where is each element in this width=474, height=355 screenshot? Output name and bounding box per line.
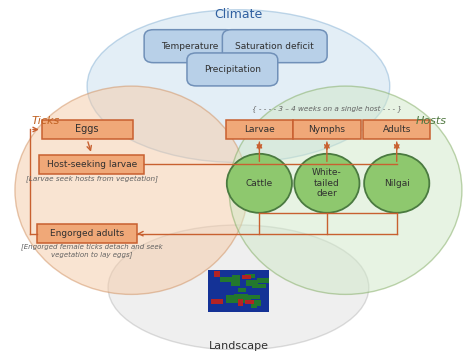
Text: [Engorged female ticks detach and seek
vegetation to lay eggs]: [Engorged female ticks detach and seek v…: [21, 244, 163, 258]
Text: Eggs: Eggs: [75, 125, 99, 135]
Text: Nymphs: Nymphs: [309, 125, 346, 134]
Text: White-
tailed
deer: White- tailed deer: [312, 168, 342, 198]
Ellipse shape: [229, 86, 462, 294]
Text: Adults: Adults: [383, 125, 411, 134]
Text: [Larvae seek hosts from vegetation]: [Larvae seek hosts from vegetation]: [26, 175, 158, 181]
FancyBboxPatch shape: [144, 30, 235, 63]
Text: Climate: Climate: [214, 9, 263, 21]
Ellipse shape: [227, 154, 292, 213]
Text: Hosts: Hosts: [416, 116, 447, 126]
FancyBboxPatch shape: [363, 120, 430, 139]
Text: Landscape: Landscape: [209, 342, 268, 351]
Text: { - - - - 3 – 4 weeks on a single host - - - }: { - - - - 3 – 4 weeks on a single host -…: [252, 105, 402, 112]
Ellipse shape: [108, 225, 369, 350]
Text: Nilgai: Nilgai: [384, 179, 410, 188]
FancyBboxPatch shape: [226, 120, 293, 139]
Text: Engorged adults: Engorged adults: [50, 229, 124, 238]
FancyBboxPatch shape: [42, 120, 133, 139]
Text: Temperature: Temperature: [161, 42, 218, 51]
Ellipse shape: [87, 10, 390, 163]
Text: Larvae: Larvae: [244, 125, 275, 134]
FancyBboxPatch shape: [39, 155, 144, 174]
Text: Ticks: Ticks: [31, 116, 59, 126]
FancyBboxPatch shape: [37, 224, 137, 243]
FancyBboxPatch shape: [187, 53, 278, 86]
Text: Precipitation: Precipitation: [204, 65, 261, 74]
Ellipse shape: [294, 154, 359, 213]
Text: Host-seeking larvae: Host-seeking larvae: [46, 160, 137, 169]
FancyBboxPatch shape: [222, 30, 327, 63]
Text: Cattle: Cattle: [246, 179, 273, 188]
Text: Saturation deficit: Saturation deficit: [236, 42, 314, 51]
Ellipse shape: [364, 154, 429, 213]
Ellipse shape: [15, 86, 248, 294]
FancyBboxPatch shape: [293, 120, 361, 139]
